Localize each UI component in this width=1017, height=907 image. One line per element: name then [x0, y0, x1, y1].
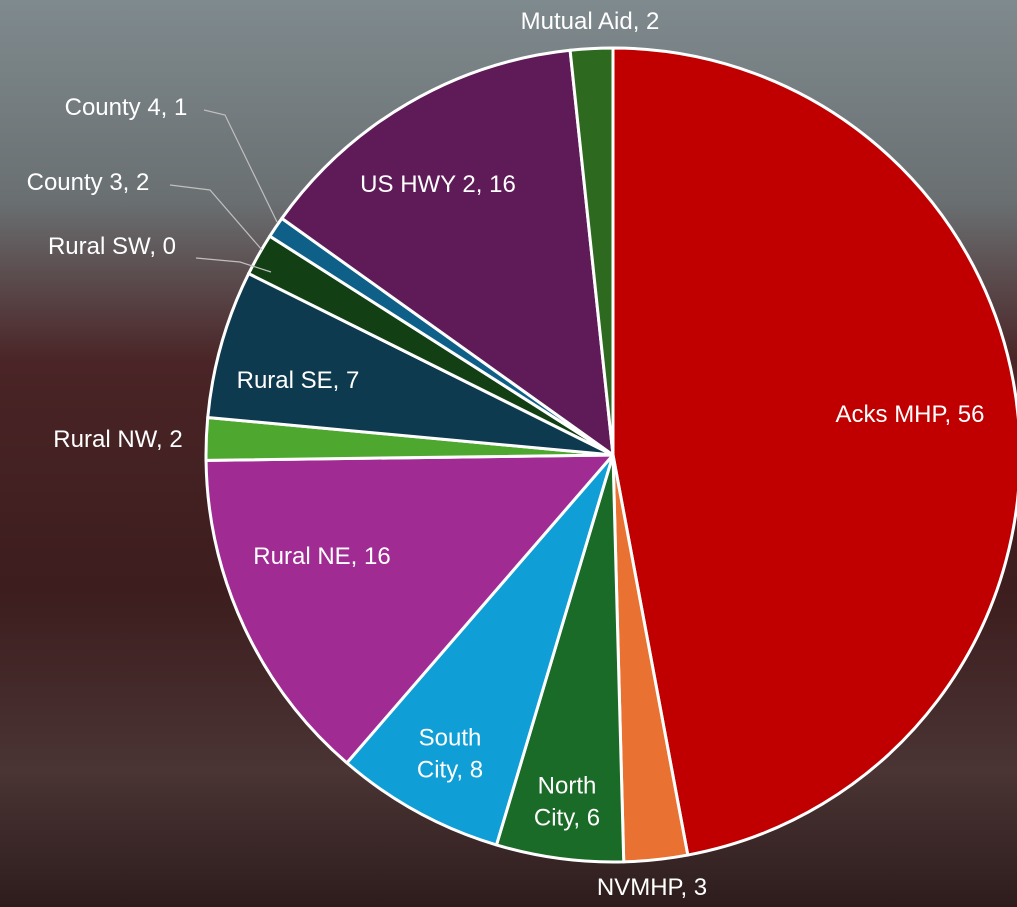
- label-value: 2: [646, 7, 660, 35]
- label-value: 16: [489, 170, 516, 198]
- label-category: South City: [416, 724, 482, 784]
- data-label: Rural SE, 7: [236, 366, 360, 394]
- leader-line: [195, 257, 272, 273]
- label-value: 3: [693, 873, 708, 901]
- label-value: 1: [174, 93, 188, 121]
- pie-slice: [280, 48, 615, 457]
- label-value: 8: [469, 757, 484, 784]
- pie-slice: [611, 46, 1017, 857]
- data-label: Rural SW, 0: [47, 232, 177, 260]
- label-value: 0: [162, 232, 177, 260]
- label-category: US HWY 2: [360, 170, 476, 198]
- label-category: Mutual Aid: [520, 7, 633, 35]
- data-label: Rural NE, 16: [253, 542, 391, 570]
- leader-line: [169, 184, 263, 251]
- pie-slice: [206, 272, 615, 457]
- pie-slice: [204, 453, 615, 765]
- label-value: 56: [957, 400, 985, 428]
- label-value: 6: [586, 805, 601, 832]
- data-label: North City, 6: [533, 772, 601, 832]
- data-label: County 3, 2: [26, 168, 150, 196]
- label-category: North City: [533, 772, 597, 832]
- label-value: 7: [346, 366, 360, 394]
- label-value: 2: [169, 425, 183, 453]
- data-label: South City, 8: [416, 724, 484, 784]
- label-category: Rural NW: [53, 425, 156, 453]
- pie-slice: [345, 453, 615, 847]
- data-label: Rural NW, 2: [53, 425, 183, 453]
- data-label: Mutual Aid, 2: [520, 7, 660, 35]
- label-category: NVMHP: [596, 873, 681, 901]
- label-category: Rural SE: [236, 366, 333, 394]
- data-label: Acks MHP, 56: [835, 400, 985, 428]
- data-label: US HWY 2, 16: [360, 170, 516, 198]
- label-value: 2: [136, 168, 150, 196]
- label-category: Rural NE: [253, 542, 351, 570]
- pie-slice: [568, 46, 615, 457]
- data-label: NVMHP, 3: [596, 873, 708, 901]
- label-category: County 3: [26, 168, 123, 196]
- leader-line: [203, 109, 278, 223]
- data-label: County 4, 1: [64, 93, 188, 121]
- label-value: 16: [364, 542, 391, 570]
- label-category: Acks MHP: [835, 400, 945, 428]
- label-category: County 4: [64, 93, 161, 121]
- label-category: Rural SW: [47, 232, 150, 260]
